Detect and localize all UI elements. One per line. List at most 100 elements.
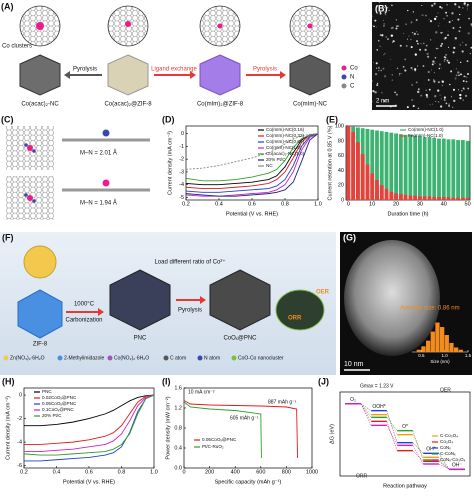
texture-dot <box>390 58 392 60</box>
texture-dot <box>371 100 373 103</box>
texture-dot <box>403 32 405 34</box>
texture-dot <box>406 45 408 47</box>
texture-dot <box>411 31 414 34</box>
texture-dot <box>404 58 407 61</box>
material-label: ZIF-8 <box>33 342 48 348</box>
texture-dot <box>375 26 377 28</box>
texture-dot <box>391 74 393 76</box>
x-tick-label: 0.4 <box>53 469 61 475</box>
texture-dot <box>400 73 402 74</box>
texture-dot <box>416 40 419 43</box>
bar <box>441 197 446 200</box>
histogram-bar <box>454 347 459 352</box>
texture-dot <box>437 12 439 14</box>
texture-dot <box>410 66 413 70</box>
texture-dot <box>441 43 443 45</box>
texture-dot <box>434 62 436 65</box>
bar <box>460 140 465 200</box>
reaction-label: ORR <box>288 316 302 322</box>
step-label: 1000°C <box>74 302 95 308</box>
bar <box>432 197 437 200</box>
texture-dot <box>444 36 447 39</box>
texture-dot <box>444 58 446 61</box>
texture-dot <box>385 36 387 38</box>
legend-label: Zn(NO₃)₂·6H₂O <box>10 355 45 361</box>
bar <box>370 173 375 200</box>
legend-label: C-CoNₓ <box>440 451 456 456</box>
texture-dot <box>429 20 433 23</box>
texture-dot <box>434 56 437 59</box>
texture-dot <box>452 27 455 29</box>
series-line <box>185 133 319 193</box>
bar <box>394 193 398 200</box>
bar <box>394 133 398 200</box>
bar <box>422 196 427 200</box>
x-tick-label: 0.8 <box>118 469 126 475</box>
y-tick-label: 0 <box>341 197 344 203</box>
texture-dot <box>376 84 379 87</box>
texture-dot <box>420 94 423 97</box>
bar <box>408 134 413 200</box>
bar <box>451 197 456 200</box>
texture-dot <box>375 67 378 69</box>
scale-label: 2 nm <box>376 99 389 105</box>
texture-dot <box>406 106 409 109</box>
texture-dot <box>384 52 386 55</box>
texture-dot <box>438 63 442 66</box>
texture-dot <box>383 75 387 78</box>
bar <box>446 197 451 200</box>
texture-dot <box>435 101 437 103</box>
step-label: Ligand exchange <box>151 67 197 73</box>
y-tick-label: 1.6 <box>174 385 182 391</box>
bar <box>418 136 422 200</box>
legend-label: Co(mIm)-NC(1.0) <box>266 145 302 150</box>
legend-label: N atom <box>204 355 220 361</box>
legend-label: Co₃O₄ <box>440 439 453 444</box>
texture-dot <box>410 21 413 24</box>
scheme-legend: Zn(NO₃)₂·6H₂O 2-Methylimidazole Co(NO₃)₂… <box>3 355 284 361</box>
texture-dot <box>412 35 414 37</box>
texture-dot <box>452 26 455 29</box>
texture-dot <box>391 4 393 7</box>
bond-label: M–N = 1.94 Å <box>80 200 117 207</box>
texture-dot <box>466 77 468 79</box>
texture-dot <box>421 5 423 7</box>
particle <box>344 240 440 356</box>
texture-dot <box>384 7 385 9</box>
texture-dot <box>440 67 442 69</box>
connector <box>360 403 372 415</box>
plot-frame <box>339 391 471 477</box>
legend-label: Co(mIm)-NC(0.67) <box>266 139 304 144</box>
legend-label: Co(NO₃)₂·6H₂O <box>114 355 149 361</box>
texture-dot <box>425 93 428 97</box>
x-tick-label: 50 <box>465 201 471 207</box>
panel-b: (B) 2 nm <box>371 1 473 110</box>
texture-dot <box>383 11 385 13</box>
category-label: OOH* <box>372 404 385 410</box>
texture-dot <box>411 84 413 86</box>
texture-dot <box>415 81 418 84</box>
texture-dot <box>417 107 420 110</box>
series-line <box>185 133 319 182</box>
texture-dot <box>374 91 377 94</box>
texture-dot <box>414 68 417 71</box>
x-axis-label: Potential (V vs. RHE) <box>226 211 278 217</box>
atom-legend: Co N C <box>341 65 358 90</box>
texture-dot <box>440 44 443 47</box>
x-axis-label: Specific capacity (mAh g⁻¹) <box>215 479 282 485</box>
bar <box>451 139 456 200</box>
x-tick-label: 20 <box>393 201 399 207</box>
y-tick-label: -3 <box>179 169 184 175</box>
texture-dot <box>459 44 461 46</box>
x-tick-label: 0.6 <box>248 201 256 207</box>
annotation: 10 mA cm⁻² <box>188 389 215 395</box>
texture-dot <box>453 46 456 49</box>
texture-dot <box>417 65 419 67</box>
texture-dot <box>391 79 393 81</box>
texture-dot <box>425 89 427 92</box>
y-tick-label: -4 <box>179 182 184 188</box>
texture-dot <box>410 22 412 24</box>
bar <box>437 197 441 200</box>
step-label: Pyrolysis <box>178 308 202 314</box>
texture-dot <box>435 15 438 18</box>
